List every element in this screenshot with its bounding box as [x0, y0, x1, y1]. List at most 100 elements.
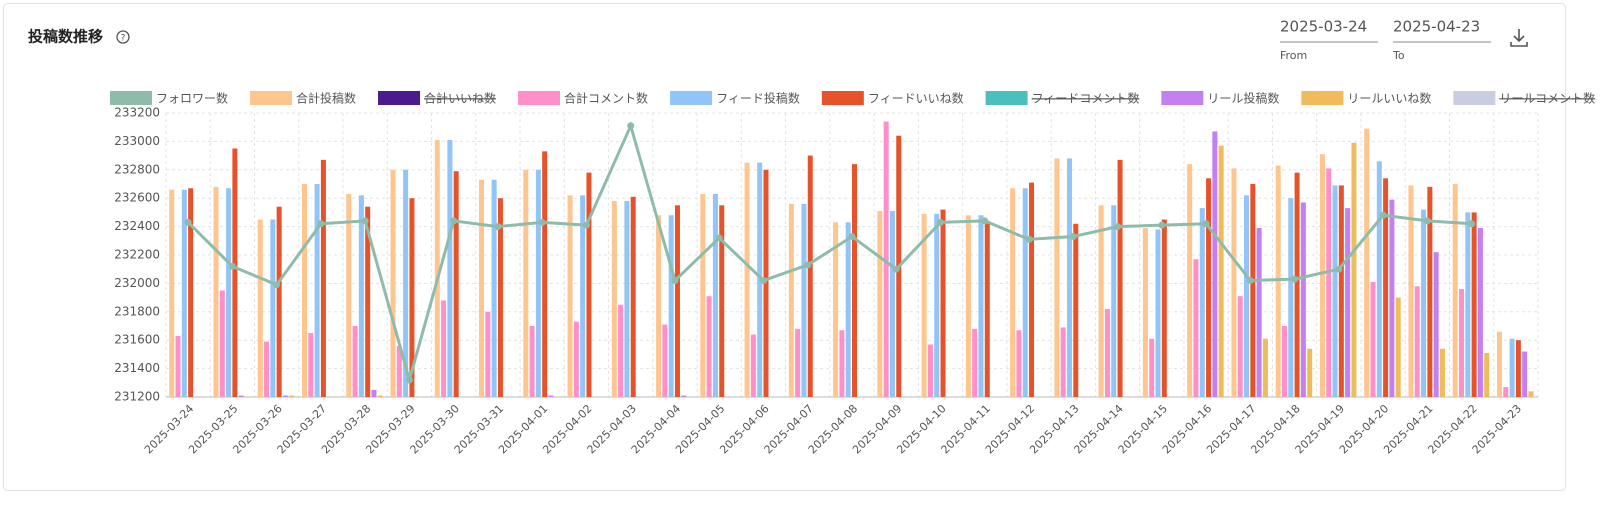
bar [1262, 338, 1268, 397]
bar [839, 330, 845, 397]
bar [984, 220, 990, 397]
bar [409, 198, 415, 397]
bar [320, 159, 326, 397]
y-tick-label: 231800 [114, 304, 160, 318]
bar [940, 209, 946, 397]
y-tick-label: 231400 [114, 361, 160, 375]
bar [529, 326, 535, 397]
bar [795, 328, 801, 397]
bar [491, 179, 497, 397]
bar [282, 395, 288, 397]
bar [390, 169, 396, 397]
line-point [1025, 235, 1033, 243]
bar [1370, 281, 1376, 397]
y-tick-label: 232800 [114, 162, 160, 176]
legend-swatch [670, 91, 713, 105]
y-tick-label: 232200 [114, 248, 160, 262]
legend-label[interactable]: フィード投稿数 [716, 91, 800, 106]
bar [1326, 168, 1332, 397]
bar [377, 395, 383, 397]
svg-text:?: ? [121, 34, 126, 44]
line-point [804, 261, 812, 269]
bar [845, 222, 851, 397]
bar [1471, 212, 1477, 397]
legend-label[interactable]: フォロワー数 [156, 91, 228, 106]
chart-title: 投稿数推移 [28, 28, 103, 46]
line-point [1069, 233, 1077, 241]
bar [788, 203, 794, 397]
download-icon[interactable] [1510, 29, 1528, 47]
y-tick-label: 231600 [114, 333, 160, 347]
from-label: From [1280, 49, 1307, 62]
bar [712, 193, 718, 397]
line-point [184, 218, 192, 226]
bar [447, 139, 453, 398]
help-icon[interactable]: ? [116, 30, 130, 44]
y-tick-label: 233000 [114, 134, 160, 148]
bar [1389, 199, 1395, 397]
bar [1016, 330, 1022, 397]
bar [719, 205, 725, 397]
bar [358, 195, 364, 397]
to-label: To [1392, 49, 1405, 62]
legend-label[interactable]: フィードコメント数 [1032, 91, 1140, 106]
bar [1073, 223, 1079, 397]
bar [434, 139, 440, 398]
from-date[interactable]: 2025-03-24 [1280, 18, 1367, 36]
bar [656, 215, 662, 397]
legend-label[interactable]: リール投稿数 [1207, 91, 1279, 106]
bar [1288, 198, 1294, 397]
line-point [1202, 220, 1210, 228]
bar [1237, 296, 1243, 397]
legend-label[interactable]: 合計投稿数 [296, 91, 356, 106]
bar [630, 196, 636, 397]
bar [1395, 297, 1401, 397]
bar [1484, 352, 1490, 397]
legend-label[interactable]: リールいいね数 [1347, 91, 1431, 106]
y-tick-label: 232400 [114, 219, 160, 233]
legend-label[interactable]: フィードいいね数 [868, 91, 964, 106]
legend-label[interactable]: 合計コメント数 [564, 91, 648, 106]
bar [580, 195, 586, 397]
bar [1496, 331, 1502, 397]
bar [1421, 209, 1427, 397]
bar [371, 389, 377, 397]
bar [674, 205, 680, 397]
line-point [1423, 217, 1431, 225]
legend-swatch [110, 91, 152, 105]
legend-swatch [1301, 91, 1344, 105]
bar [1060, 327, 1066, 397]
bar [1376, 161, 1382, 397]
y-tick-label: 231200 [114, 390, 160, 404]
line-point [759, 277, 767, 285]
bar [1149, 338, 1155, 397]
bar [567, 195, 573, 397]
line-point [538, 218, 546, 226]
bar [934, 213, 940, 397]
legend-label[interactable]: 合計いいね数 [424, 91, 496, 106]
bar [1022, 188, 1028, 397]
bar [978, 215, 984, 397]
bar [1206, 178, 1212, 397]
line [187, 121, 1472, 386]
bar [403, 169, 409, 397]
bar [238, 395, 244, 397]
bar [485, 311, 491, 397]
bar [270, 219, 276, 397]
bar [757, 162, 763, 397]
bar [1307, 348, 1313, 397]
legend-swatch [1453, 91, 1496, 105]
bar [226, 188, 232, 397]
bar [1104, 308, 1110, 397]
to-date[interactable]: 2025-04-23 [1393, 18, 1480, 36]
line-point [1468, 220, 1476, 228]
bar [497, 198, 503, 397]
bar [1338, 185, 1344, 397]
legend-label[interactable]: リールコメント数 [1499, 91, 1595, 106]
bar [1250, 184, 1256, 397]
bar [1142, 228, 1148, 397]
bar [801, 203, 807, 397]
bar [1383, 178, 1389, 397]
